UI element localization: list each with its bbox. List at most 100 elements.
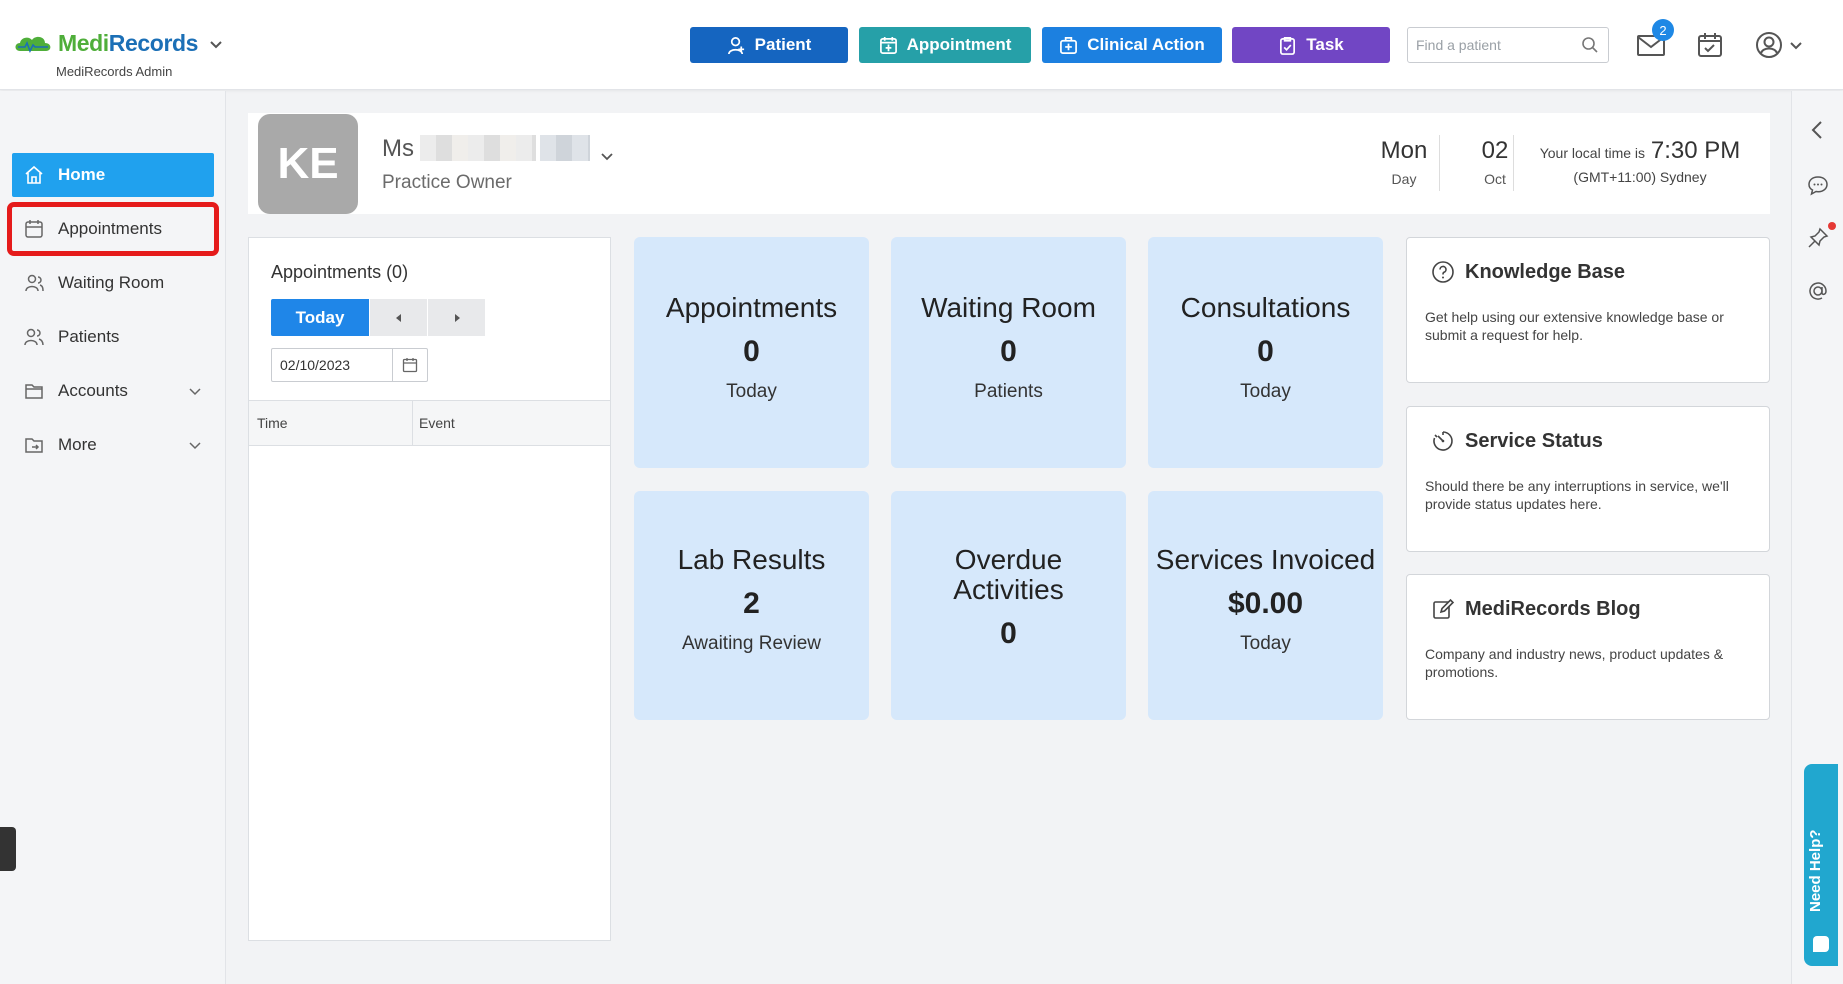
tile-title: Consultations <box>1180 292 1351 323</box>
tile-title: Appointments <box>665 292 838 323</box>
cloud-logo-icon <box>15 36 51 53</box>
patient-search-input[interactable] <box>1408 28 1568 62</box>
date-input[interactable] <box>272 349 392 381</box>
services-invoiced-tile[interactable]: Services Invoiced $0.00 Today <box>1148 491 1383 720</box>
card-body: Get help using our extensive knowledge b… <box>1425 309 1724 343</box>
sidebar-item-appointments[interactable]: Appointments <box>7 202 219 256</box>
brand-switcher[interactable]: MediRecords <box>12 30 224 57</box>
column-header-time[interactable]: Time <box>257 415 288 431</box>
card-body: Company and industry news, product updat… <box>1425 646 1724 680</box>
top-header: MediRecords MediRecords Admin Patient Ap… <box>0 0 1843 90</box>
appointments-table-header: Time Event <box>249 400 610 446</box>
tile-value: $0.00 <box>1227 587 1304 620</box>
sidebar-item-home[interactable]: Home <box>12 153 214 197</box>
tile-subtitle: Patients <box>974 381 1043 402</box>
overdue-activities-tile[interactable]: Overdue Activities 0 <box>891 491 1126 720</box>
new-appointment-button[interactable]: Appointment <box>859 27 1031 63</box>
blog-card[interactable]: MediRecords Blog Company and industry ne… <box>1406 574 1770 720</box>
clinical-action-label: Clinical Action <box>1087 35 1205 54</box>
card-body: Should there be any interruptions in ser… <box>1425 478 1729 512</box>
card-header: MediRecords Blog <box>1431 597 1641 621</box>
date-picker[interactable] <box>271 348 428 382</box>
local-time-display: Your local time is 7:30 PM (GMT+11:00) S… <box>1532 137 1748 185</box>
chevron-left-icon[interactable] <box>1807 119 1829 141</box>
gauge-icon <box>1433 431 1453 451</box>
sidebar-item-waiting-room[interactable]: Waiting Room <box>12 261 214 305</box>
sidebar-item-label: Patients <box>58 327 120 346</box>
service-status-card[interactable]: Service Status Should there be any inter… <box>1406 406 1770 552</box>
date-number: 02 <box>1481 137 1509 164</box>
user-menu-button[interactable] <box>1752 28 1806 62</box>
column-header-event[interactable]: Event <box>419 415 455 431</box>
tile-value: 2 <box>743 587 760 620</box>
next-day-button[interactable] <box>428 299 485 336</box>
local-time-label: Your local time is <box>1539 145 1646 161</box>
waiting-room-tile[interactable]: Waiting Room 0 Patients <box>891 237 1126 468</box>
patient-search[interactable] <box>1407 27 1609 63</box>
new-patient-button[interactable]: Patient <box>690 27 848 63</box>
avatar: KE <box>258 114 358 214</box>
sidebar-item-label: Waiting Room <box>58 273 165 292</box>
notification-dot <box>1828 222 1836 230</box>
search-icon[interactable] <box>1581 36 1599 54</box>
pin-icon[interactable] <box>1807 227 1829 249</box>
lab-results-tile[interactable]: Lab Results 2 Awaiting Review <box>634 491 869 720</box>
patients-icon <box>24 328 44 346</box>
need-help-label: Need Help? <box>1807 829 1824 912</box>
chevron-down-icon <box>189 388 201 396</box>
chat-bubble-icon <box>1813 936 1829 952</box>
knowledge-base-card[interactable]: Knowledge Base Get help using our extens… <box>1406 237 1770 383</box>
tile-subtitle: Awaiting Review <box>681 633 822 654</box>
month-name: Oct <box>1484 171 1506 187</box>
medical-kit-icon <box>1060 36 1078 54</box>
appointments-tile[interactable]: Appointments 0 Today <box>634 237 869 468</box>
clipboard-check-icon <box>1280 36 1296 55</box>
waiting-room-icon <box>25 274 44 292</box>
folder-arrow-icon <box>25 438 43 453</box>
tile-subtitle: Today <box>726 381 777 402</box>
sidebar-item-more[interactable]: More <box>12 423 214 467</box>
calendar-button[interactable] <box>1693 28 1727 62</box>
tile-value: 0 <box>1000 335 1017 368</box>
user-salutation: Ms <box>382 135 414 162</box>
mention-icon[interactable] <box>1807 280 1829 302</box>
previous-day-button[interactable] <box>370 299 427 336</box>
sidebar-tools <box>24 111 206 135</box>
need-help-widget[interactable]: Need Help? <box>1804 764 1838 966</box>
home-icon <box>25 165 43 184</box>
profile-bar: KE Ms Practice Owner Mon Day 02 Oct Your… <box>248 113 1770 214</box>
today-button[interactable]: Today <box>271 299 369 336</box>
tile-value: 0 <box>1000 617 1017 650</box>
day-name: Mon <box>1380 137 1428 164</box>
consultations-tile[interactable]: Consultations 0 Today <box>1148 237 1383 468</box>
timezone: (GMT+11:00) Sydney <box>1573 169 1707 185</box>
calendar-add-icon <box>879 36 897 54</box>
new-task-label: Task <box>1306 35 1344 54</box>
caret-left-icon <box>395 313 401 322</box>
sidebar-item-label: More <box>58 435 97 454</box>
tile-subtitle: Today <box>1240 381 1291 402</box>
new-patient-label: Patient <box>754 35 812 54</box>
redacted-surname <box>540 135 590 161</box>
appointments-panel-title: Appointments (0) <box>271 262 409 282</box>
card-title: Knowledge Base <box>1465 260 1626 283</box>
tile-title: Overdue <box>954 544 1063 575</box>
tile-subtitle: Today <box>1240 633 1291 654</box>
card-title: MediRecords Blog <box>1465 597 1641 620</box>
new-task-button[interactable]: Task <box>1232 27 1390 63</box>
sidebar-item-label: Appointments <box>58 219 162 238</box>
card-header: Service Status <box>1431 429 1603 453</box>
chevron-down-icon[interactable] <box>600 149 614 163</box>
sidebar-item-accounts[interactable]: Accounts <box>12 369 214 413</box>
side-pull-tab[interactable] <box>0 827 16 871</box>
date-picker-button[interactable] <box>392 349 427 381</box>
chat-icon[interactable] <box>1807 174 1829 196</box>
caret-right-icon <box>454 313 460 322</box>
message-count-badge: 2 <box>1652 19 1674 41</box>
edit-note-icon <box>1433 598 1455 619</box>
calendar-icon <box>25 220 43 238</box>
day-display: Mon Day <box>1363 137 1445 187</box>
divider <box>1439 135 1440 191</box>
clinical-action-button[interactable]: Clinical Action <box>1042 27 1222 63</box>
sidebar-item-patients[interactable]: Patients <box>12 315 214 359</box>
